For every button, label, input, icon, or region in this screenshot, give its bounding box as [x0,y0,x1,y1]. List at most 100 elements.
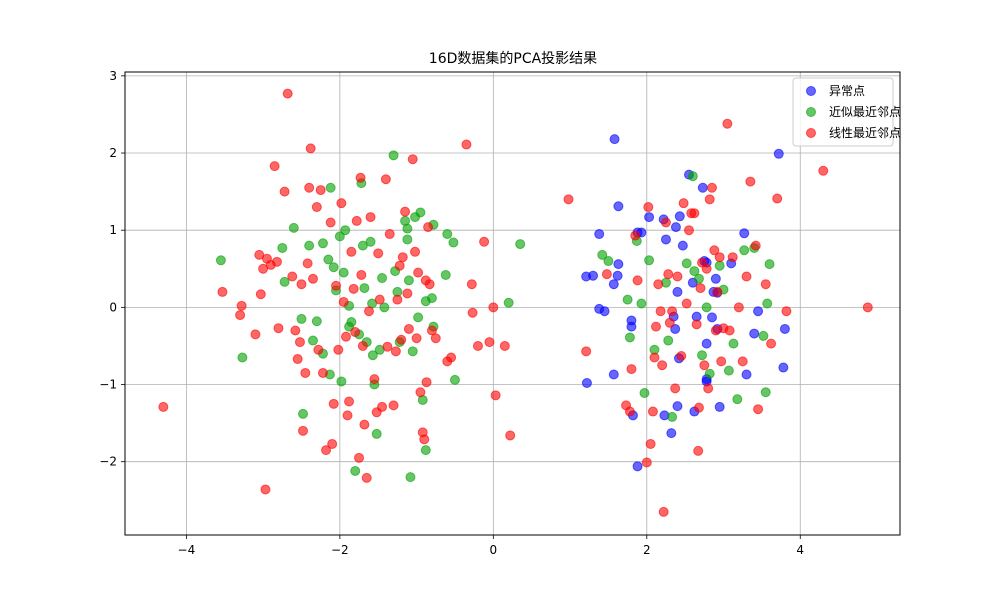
data-point [446,352,457,363]
data-point [707,312,718,323]
data-point [269,161,280,172]
data-point [328,262,339,273]
data-point [397,252,408,263]
data-point [346,317,357,328]
data-point [217,286,228,297]
data-point [681,298,692,309]
data-point [392,294,403,305]
data-point [622,294,633,305]
data-point [636,298,647,309]
data-point [334,231,345,242]
data-point [689,208,700,219]
data-point [779,323,790,334]
data-point [658,506,669,517]
data-point [282,88,293,99]
data-point [302,258,313,269]
data-point [402,223,413,234]
data-point [419,434,430,445]
data-point [340,331,351,342]
x-tick-label: 0 [489,543,497,557]
data-point [356,269,367,280]
data-point [407,346,418,357]
data-point [728,338,739,349]
data-point [354,452,365,463]
data-point [367,350,378,361]
data-point [862,302,873,313]
data-point [697,350,708,361]
data-point [701,263,712,274]
data-point [778,362,789,373]
data-point [158,401,169,412]
data-point [333,344,344,355]
data-point [357,340,368,351]
data-point [271,256,282,267]
data-point [608,279,619,290]
legend-label: 线性最近邻点 [829,126,901,140]
data-point [612,270,623,281]
data-point [340,225,351,236]
data-point [766,338,777,349]
data-point [678,198,689,209]
data-point [630,230,641,241]
data-point [407,154,418,165]
data-point [632,461,643,472]
legend-marker [806,86,816,96]
data-point [351,215,362,226]
data-point [355,172,366,183]
data-point [413,312,424,323]
data-point [313,344,324,355]
data-point [613,201,624,212]
legend-marker [806,128,816,138]
data-point [348,283,359,294]
data-point [753,306,764,317]
data-point [760,279,771,290]
data-point [317,238,328,249]
data-point [400,206,411,217]
data-point [764,259,775,270]
data-point [292,354,303,365]
data-point [681,258,692,269]
data-point [741,369,752,380]
data-point [344,396,355,407]
data-point [377,273,388,284]
data-point [624,332,635,343]
data-point [691,319,702,330]
data-point [415,207,426,218]
data-point [660,234,671,245]
data-point [403,323,414,334]
data-point [608,369,619,380]
data-point [732,394,743,405]
data-point [294,337,305,348]
legend-label: 近似最近邻点 [829,105,901,119]
data-point [672,401,683,412]
data-point [603,256,614,267]
y-tick-label: −1 [99,378,117,392]
data-point [704,368,715,379]
data-point [317,367,328,378]
data-point [709,245,720,256]
data-point [426,325,437,336]
data-point [649,352,660,363]
data-point [660,217,671,228]
y-tick-label: 1 [109,223,117,237]
data-point [484,337,495,348]
y-tick-label: 3 [109,69,117,83]
x-tick-label: −2 [331,543,349,557]
data-point [499,340,510,351]
x-tick-label: −4 [178,543,196,557]
data-point [670,222,681,233]
data-point [260,484,271,495]
data-point [613,259,624,270]
data-point [724,325,735,336]
data-point [279,186,290,197]
data-point [396,334,407,345]
data-point [288,222,299,233]
data-point [237,352,248,363]
data-point [490,390,501,401]
series-1 [215,150,775,483]
data-point [741,271,752,282]
data-point [338,296,349,307]
data-point [420,445,431,456]
data-point [599,306,610,317]
data-point [394,260,405,271]
